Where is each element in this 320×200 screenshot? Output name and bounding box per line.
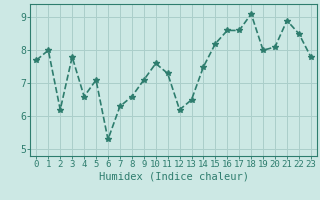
- X-axis label: Humidex (Indice chaleur): Humidex (Indice chaleur): [99, 172, 249, 182]
